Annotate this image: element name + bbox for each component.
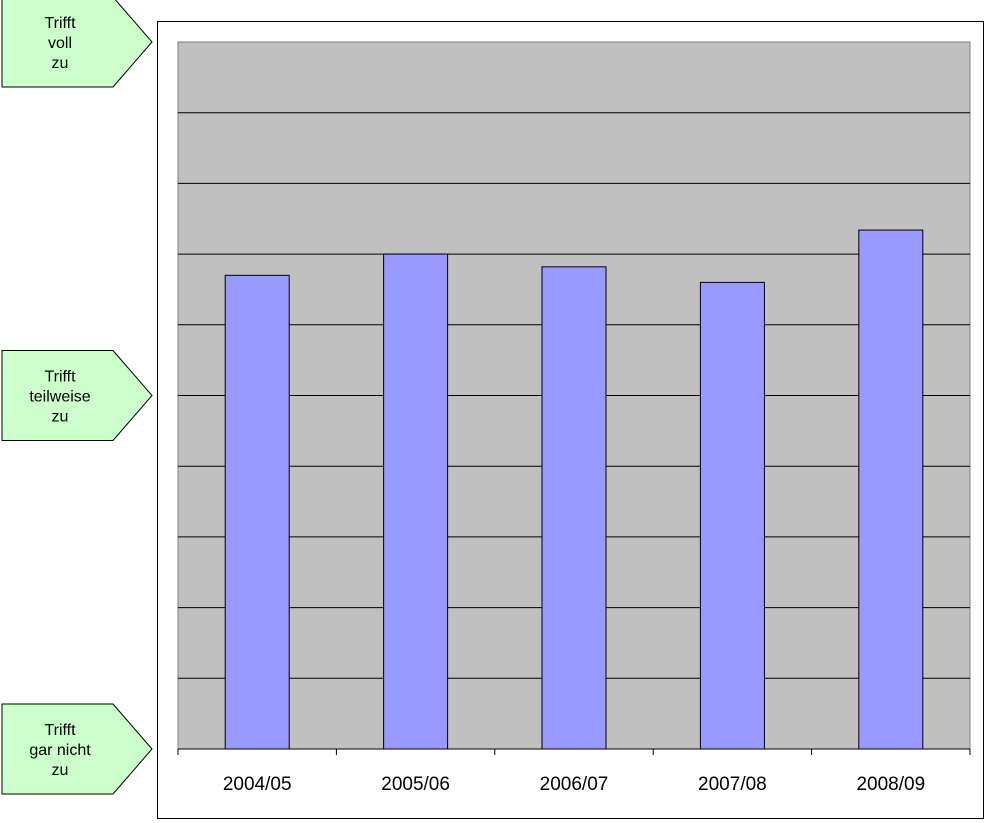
x-tick-label: 2008/09 [856,774,925,795]
scale-label-callout: Trifft voll zu [1,0,153,88]
gridlines [178,112,970,679]
x-tick-label: 2005/06 [381,774,450,795]
callout-shape [1,703,153,795]
scale-label-callout: Trifft teilweise zu [1,350,153,441]
bar-2007/08 [699,281,765,750]
bar-2008/09 [858,229,924,750]
x-tick-label: 2006/07 [540,774,609,795]
x-tick-label: 2004/05 [223,774,292,795]
scale-label-text: gar nicht [29,742,91,759]
scale-label-text: zu [52,409,69,426]
scale-label-text: voll [48,35,72,52]
bar-2004/05 [224,274,290,750]
bar-2006/07 [541,266,607,750]
callout-shape [1,0,153,88]
scale-label-text: Trifft [44,369,76,386]
bars [224,229,924,750]
scale-label-text: Trifft [44,15,76,32]
scale-label-text: Trifft [44,722,76,739]
scale-label-text: zu [52,55,69,72]
scale-label-text: teilweise [29,389,90,406]
x-tick-label: 2007/08 [698,774,767,795]
scale-label-text: zu [52,762,69,779]
x-axis: 2004/05 2005/06 2006/07 2007/08 2008/09 [177,748,971,795]
callout-shape [1,350,153,441]
scale-label-callout: Trifft gar nicht zu [1,703,153,795]
bar-2005/06 [383,253,449,750]
